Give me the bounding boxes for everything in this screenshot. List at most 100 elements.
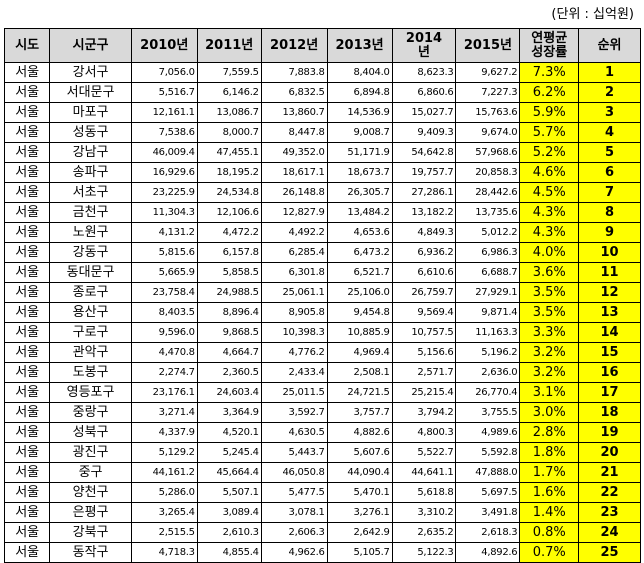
cell-2014: 26,759.7	[391, 282, 457, 303]
cell-2013: 9,454.8	[326, 302, 393, 323]
cell-growth: 4.5%	[519, 182, 580, 203]
cell-city: 서울	[3, 242, 51, 263]
cell-2010: 4,470.8	[130, 342, 198, 363]
cell-rank: 18	[578, 402, 641, 423]
cell-growth: 7.3%	[519, 62, 580, 83]
cell-2013: 9,008.7	[326, 122, 393, 143]
cell-rank: 9	[578, 222, 641, 243]
cell-city: 서울	[3, 282, 51, 303]
cell-2010: 4,718.3	[130, 542, 198, 563]
cell-2011: 18,195.2	[196, 162, 262, 183]
cell-growth: 3.5%	[519, 302, 580, 323]
cell-district: 양천구	[49, 482, 132, 503]
cell-2012: 3,078.1	[260, 502, 328, 523]
cell-2014: 6,860.6	[391, 82, 457, 103]
table-row: 서울 마포구 12,161.1 13,086.7 13,860.7 14,536.9 15,…	[3, 102, 641, 123]
cell-growth: 3.0%	[519, 402, 580, 423]
cell-2015: 3,755.5	[455, 402, 521, 423]
cell-2012: 6,285.4	[260, 242, 328, 263]
cell-2012: 2,606.3	[260, 522, 328, 543]
cell-2014: 4,800.3	[391, 422, 457, 443]
cell-2011: 6,157.8	[196, 242, 262, 263]
cell-2011: 24,534.8	[196, 182, 262, 203]
cell-district: 강남구	[49, 142, 132, 163]
cell-2011: 5,507.1	[196, 482, 262, 503]
cell-2015: 27,929.1	[455, 282, 521, 303]
cell-city: 서울	[3, 82, 51, 103]
cell-2010: 5,129.2	[130, 442, 198, 463]
cell-2014: 5,522.7	[391, 442, 457, 463]
cell-growth: 1.4%	[519, 502, 580, 523]
cell-rank: 8	[578, 202, 641, 223]
cell-2015: 4,892.6	[455, 542, 521, 563]
cell-2010: 2,515.5	[130, 522, 198, 543]
cell-2011: 3,364.9	[196, 402, 262, 423]
cell-2010: 8,403.5	[130, 302, 198, 323]
cell-2011: 24,603.4	[196, 382, 262, 403]
cell-growth: 3.6%	[519, 262, 580, 283]
col-header-growth: 연평균 성장률	[519, 28, 580, 63]
cell-district: 중랑구	[49, 402, 132, 423]
cell-2011: 3,089.4	[196, 502, 262, 523]
cell-2013: 24,721.5	[326, 382, 393, 403]
cell-2015: 15,763.6	[455, 102, 521, 123]
cell-city: 서울	[3, 62, 51, 83]
cell-2011: 4,472.2	[196, 222, 262, 243]
cell-city: 서울	[3, 482, 51, 503]
cell-2010: 16,929.6	[130, 162, 198, 183]
cell-2014: 9,569.4	[391, 302, 457, 323]
cell-rank: 13	[578, 302, 641, 323]
cell-2013: 2,642.9	[326, 522, 393, 543]
cell-2012: 6,301.8	[260, 262, 328, 283]
cell-2015: 5,592.8	[455, 442, 521, 463]
cell-2010: 9,596.0	[130, 322, 198, 343]
cell-2012: 8,905.8	[260, 302, 328, 323]
cell-rank: 5	[578, 142, 641, 163]
cell-2012: 8,447.8	[260, 122, 328, 143]
cell-city: 서울	[3, 142, 51, 163]
cell-2014: 25,215.4	[391, 382, 457, 403]
cell-2010: 4,131.2	[130, 222, 198, 243]
cell-rank: 25	[578, 542, 641, 563]
cell-2013: 4,882.6	[326, 422, 393, 443]
cell-2012: 25,011.5	[260, 382, 328, 403]
cell-2012: 2,433.4	[260, 362, 328, 383]
cell-growth: 4.6%	[519, 162, 580, 183]
cell-2012: 4,630.5	[260, 422, 328, 443]
col-header-2014: 2014 년	[391, 28, 457, 63]
table-row: 서울 동작구 4,718.3 4,855.4 4,962.6 5,105.7 5,122.3…	[3, 542, 641, 563]
cell-2010: 5,286.0	[130, 482, 198, 503]
cell-city: 서울	[3, 422, 51, 443]
cell-2011: 7,559.5	[196, 62, 262, 83]
cell-2015: 6,986.3	[455, 242, 521, 263]
cell-2010: 46,009.4	[130, 142, 198, 163]
cell-2015: 5,697.5	[455, 482, 521, 503]
cell-city: 서울	[3, 302, 51, 323]
cell-district: 도봉구	[49, 362, 132, 383]
cell-rank: 6	[578, 162, 641, 183]
cell-rank: 24	[578, 522, 641, 543]
cell-district: 강서구	[49, 62, 132, 83]
cell-2010: 4,337.9	[130, 422, 198, 443]
cell-2010: 2,274.7	[130, 362, 198, 383]
cell-rank: 3	[578, 102, 641, 123]
cell-2015: 2,636.0	[455, 362, 521, 383]
cell-rank: 1	[578, 62, 641, 83]
cell-2014: 27,286.1	[391, 182, 457, 203]
cell-growth: 3.2%	[519, 362, 580, 383]
cell-2011: 13,086.7	[196, 102, 262, 123]
cell-2014: 2,635.2	[391, 522, 457, 543]
cell-city: 서울	[3, 162, 51, 183]
cell-growth: 1.6%	[519, 482, 580, 503]
cell-2010: 3,265.4	[130, 502, 198, 523]
cell-2014: 44,641.1	[391, 462, 457, 483]
cell-growth: 5.2%	[519, 142, 580, 163]
cell-2010: 11,304.3	[130, 202, 198, 223]
cell-2015: 6,688.7	[455, 262, 521, 283]
cell-2014: 54,642.8	[391, 142, 457, 163]
cell-growth: 5.7%	[519, 122, 580, 143]
cell-2012: 26,148.8	[260, 182, 328, 203]
cell-2015: 13,735.6	[455, 202, 521, 223]
cell-2014: 13,182.2	[391, 202, 457, 223]
table-row: 서울 노원구 4,131.2 4,472.2 4,492.2 4,653.6 4,849.3…	[3, 222, 641, 243]
